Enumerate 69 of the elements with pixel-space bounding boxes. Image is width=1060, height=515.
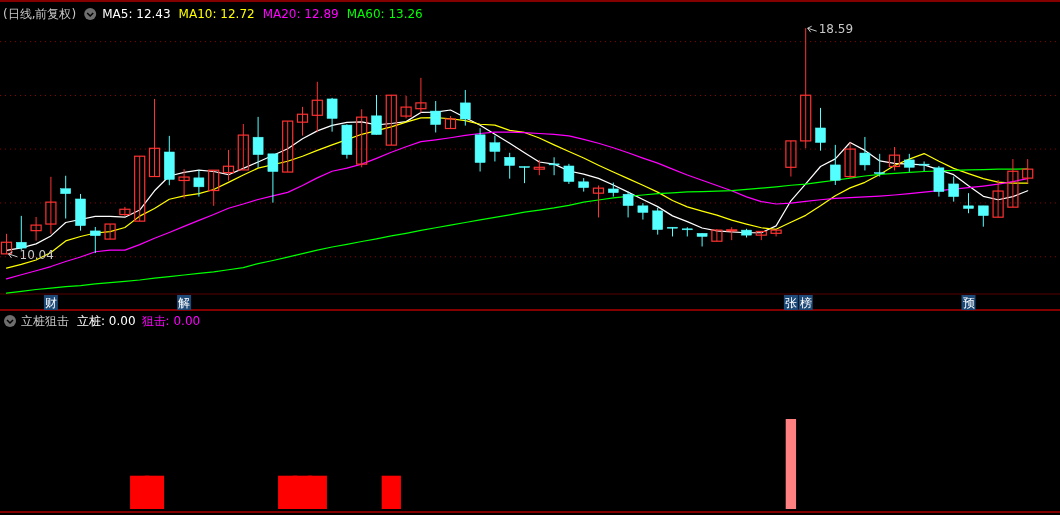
candlestick xyxy=(888,146,901,171)
candlestick xyxy=(652,207,663,236)
candlestick xyxy=(0,233,13,255)
candlestick xyxy=(16,215,27,251)
candlestick xyxy=(770,229,782,237)
candlestick xyxy=(282,120,294,173)
text: (日线,前复权) xyxy=(3,7,77,21)
candlestick xyxy=(489,135,501,162)
candlestick xyxy=(859,136,871,171)
candlestick xyxy=(90,226,101,254)
candlestick xyxy=(400,95,412,119)
candlestick xyxy=(296,106,309,137)
x-tick-label: 预 xyxy=(962,296,975,310)
candlestick xyxy=(267,153,279,204)
candlestick xyxy=(119,206,131,217)
text: 狙击: 0.00 xyxy=(141,314,201,328)
chart-title: 立桩狙击 xyxy=(21,314,69,328)
candlestick xyxy=(622,191,634,218)
candlestick xyxy=(60,175,71,220)
candlestick xyxy=(844,141,856,179)
text: MA20: 12.89 xyxy=(262,7,339,21)
candlestick xyxy=(1007,158,1019,208)
candlestick xyxy=(785,140,797,178)
candlestick xyxy=(800,27,812,149)
x-tick-label: 解 xyxy=(178,296,191,310)
candlestick xyxy=(918,160,930,172)
candlestick xyxy=(963,192,974,214)
candlestick xyxy=(948,176,959,203)
annotation: 18.59 xyxy=(818,22,854,37)
candlestick xyxy=(326,97,338,133)
text: 立桩: 0.00 xyxy=(77,314,136,328)
candlestick xyxy=(548,156,560,176)
text: MA10: 12.72 xyxy=(178,7,255,21)
candlestick xyxy=(148,98,161,178)
candlestick xyxy=(504,152,515,180)
candlestick xyxy=(933,165,945,198)
candlestick xyxy=(415,77,427,114)
candlestick xyxy=(178,168,190,199)
candlestick xyxy=(104,223,116,240)
candlestick xyxy=(356,108,368,168)
candlestick xyxy=(696,232,708,247)
candlestick xyxy=(592,185,605,218)
candlestick xyxy=(637,202,649,221)
candlestick xyxy=(711,228,723,242)
candlestick xyxy=(992,179,1004,218)
x-tick-label: 张 xyxy=(784,296,797,310)
candlestick xyxy=(208,169,220,207)
candlestick xyxy=(30,216,42,242)
candlestick xyxy=(134,155,146,222)
candlestick xyxy=(385,94,397,146)
candlestick xyxy=(45,176,57,235)
candlestick xyxy=(371,94,382,136)
candlestick xyxy=(978,205,989,228)
candlestick xyxy=(1022,158,1034,184)
x-tick-label: 榜 xyxy=(799,296,812,310)
x-tick-label: 财 xyxy=(44,296,57,310)
candlestick xyxy=(830,144,841,186)
candlestick xyxy=(430,100,441,133)
candlestick xyxy=(193,169,205,198)
candlestick xyxy=(252,116,264,169)
candlestick xyxy=(874,153,885,178)
text: MA5: 12.43 xyxy=(102,7,171,21)
candlestick xyxy=(237,123,249,171)
candlestick xyxy=(460,89,471,127)
candlestick xyxy=(311,81,323,133)
candlestick xyxy=(563,163,575,185)
text: MA60: 13.26 xyxy=(346,7,423,21)
candlestick xyxy=(222,149,235,181)
candlestick xyxy=(815,107,826,152)
